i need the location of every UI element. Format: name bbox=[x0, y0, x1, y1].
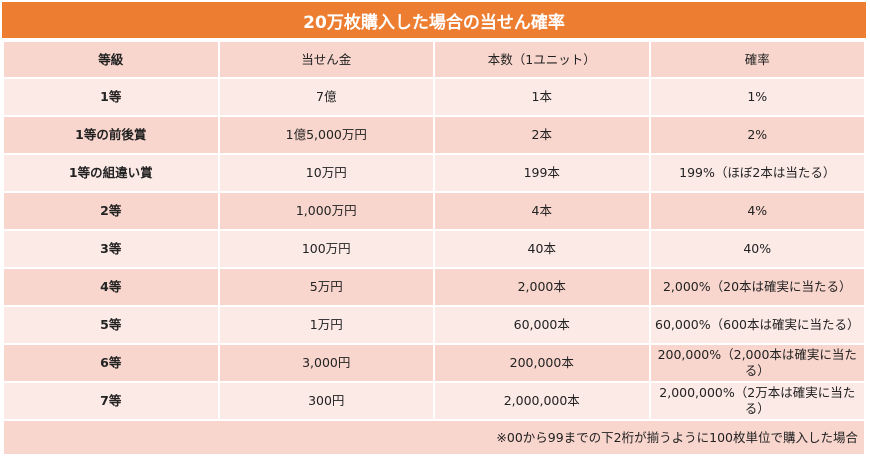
probability-cell: 60,000%（600本は確実に当たる） bbox=[648, 305, 866, 345]
count-cell: 199本 bbox=[433, 153, 651, 193]
count-cell: 60,000本 bbox=[433, 305, 651, 345]
table-title: 20万枚購入した場合の当せん確率 bbox=[2, 2, 866, 38]
table: 等級 当せん金 本数（1ユニット） 確率 1等 7億 1本 1% 1等の前後賞 1億5,0… bbox=[2, 40, 866, 456]
count-cell: 2,000,000本 bbox=[433, 381, 651, 421]
table-header-row: 等級 当せん金 本数（1ユニット） 確率 bbox=[2, 40, 866, 79]
probability-cell: 2,000%（20本は確実に当たる） bbox=[648, 267, 866, 307]
probability-cell: 200,000%（2,000本は確実に当たる） bbox=[648, 343, 866, 383]
count-cell: 200,000本 bbox=[433, 343, 651, 383]
grade-cell: 4等 bbox=[2, 267, 220, 307]
grade-cell: 5等 bbox=[2, 305, 220, 345]
prize-cell: 5万円 bbox=[217, 267, 435, 307]
count-cell: 4本 bbox=[433, 191, 651, 231]
table-row: 3等 100万円 40本 40% bbox=[2, 229, 866, 269]
probability-cell: 2,000,000%（2万本は確実に当たる） bbox=[648, 381, 866, 421]
prize-cell: 10万円 bbox=[217, 153, 435, 193]
probability-cell: 2% bbox=[648, 115, 866, 155]
prize-cell: 100万円 bbox=[217, 229, 435, 269]
count-cell: 2本 bbox=[433, 115, 651, 155]
lottery-probability-table: 20万枚購入した場合の当せん確率 等級 当せん金 本数（1ユニット） 確率 1等… bbox=[2, 2, 866, 456]
prize-cell: 300円 bbox=[217, 381, 435, 421]
table-row: 1等の前後賞 1億5,000万円 2本 2% bbox=[2, 115, 866, 155]
probability-cell: 40% bbox=[648, 229, 866, 269]
footnote-row: ※00から99までの下2桁が揃うように100枚単位で購入した場合 bbox=[2, 419, 866, 456]
table-row: 4等 5万円 2,000本 2,000%（20本は確実に当たる） bbox=[2, 267, 866, 307]
grade-cell: 7等 bbox=[2, 381, 220, 421]
column-header-grade: 等級 bbox=[2, 40, 220, 79]
grade-cell: 2等 bbox=[2, 191, 220, 231]
grade-cell: 6等 bbox=[2, 343, 220, 383]
probability-cell: 199%（ほぼ2本は当たる） bbox=[648, 153, 866, 193]
table-row: 7等 300円 2,000,000本 2,000,000%（2万本は確実に当たる） bbox=[2, 381, 866, 421]
grade-cell: 1等の組違い賞 bbox=[2, 153, 220, 193]
probability-cell: 1% bbox=[648, 77, 866, 117]
prize-cell: 1億5,000万円 bbox=[217, 115, 435, 155]
prize-cell: 7億 bbox=[217, 77, 435, 117]
probability-cell: 4% bbox=[648, 191, 866, 231]
prize-cell: 1万円 bbox=[217, 305, 435, 345]
footnote: ※00から99までの下2桁が揃うように100枚単位で購入した場合 bbox=[2, 419, 866, 456]
count-cell: 40本 bbox=[433, 229, 651, 269]
table-row: 6等 3,000円 200,000本 200,000%（2,000本は確実に当たる） bbox=[2, 343, 866, 383]
grade-cell: 1等 bbox=[2, 77, 220, 117]
grade-cell: 1等の前後賞 bbox=[2, 115, 220, 155]
count-cell: 2,000本 bbox=[433, 267, 651, 307]
table-row: 2等 1,000万円 4本 4% bbox=[2, 191, 866, 231]
prize-cell: 1,000万円 bbox=[217, 191, 435, 231]
table-row: 1等 7億 1本 1% bbox=[2, 77, 866, 117]
table-row: 5等 1万円 60,000本 60,000%（600本は確実に当たる） bbox=[2, 305, 866, 345]
column-header-probability: 確率 bbox=[648, 40, 866, 79]
grade-cell: 3等 bbox=[2, 229, 220, 269]
count-cell: 1本 bbox=[433, 77, 651, 117]
column-header-prize: 当せん金 bbox=[217, 40, 435, 79]
table-row: 1等の組違い賞 10万円 199本 199%（ほぼ2本は当たる） bbox=[2, 153, 866, 193]
prize-cell: 3,000円 bbox=[217, 343, 435, 383]
column-header-count: 本数（1ユニット） bbox=[433, 40, 651, 79]
